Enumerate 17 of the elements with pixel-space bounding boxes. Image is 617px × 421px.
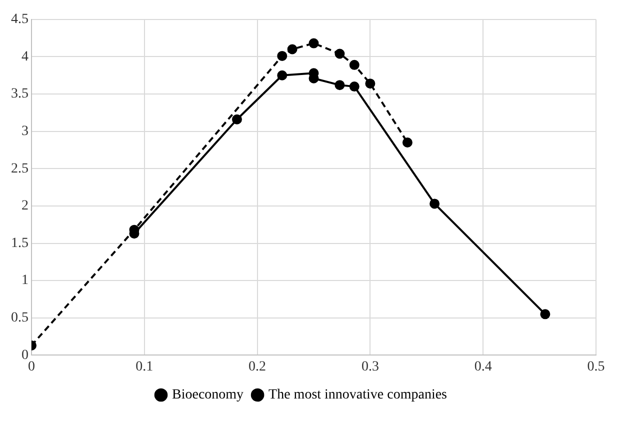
y-tick-label: 2 [22, 198, 28, 214]
x-tick-label: 0.5 [587, 359, 605, 374]
y-tick-label: 0 [22, 348, 28, 363]
legend-label: The most innovative companies [268, 388, 448, 403]
y-tick-label: 3 [22, 124, 28, 140]
y-tick-label: 4 [22, 49, 28, 64]
y-tick-label: 4.5 [11, 12, 28, 28]
x-tick-label: 0.1 [136, 359, 154, 374]
x-tick-label: 0.3 [361, 359, 379, 374]
x-tick-label: 0.2 [248, 359, 266, 374]
y-tick-label: 3.5 [11, 86, 28, 102]
y-tick-label: 2.5 [11, 161, 28, 176]
y-tick-label: 1 [22, 273, 28, 288]
y-tick-label: 1.5 [11, 236, 28, 251]
y-tick-label: 0.5 [11, 310, 28, 326]
legend-label: Bioeconomy [172, 388, 244, 403]
x-tick-label: 0.4 [474, 359, 492, 374]
